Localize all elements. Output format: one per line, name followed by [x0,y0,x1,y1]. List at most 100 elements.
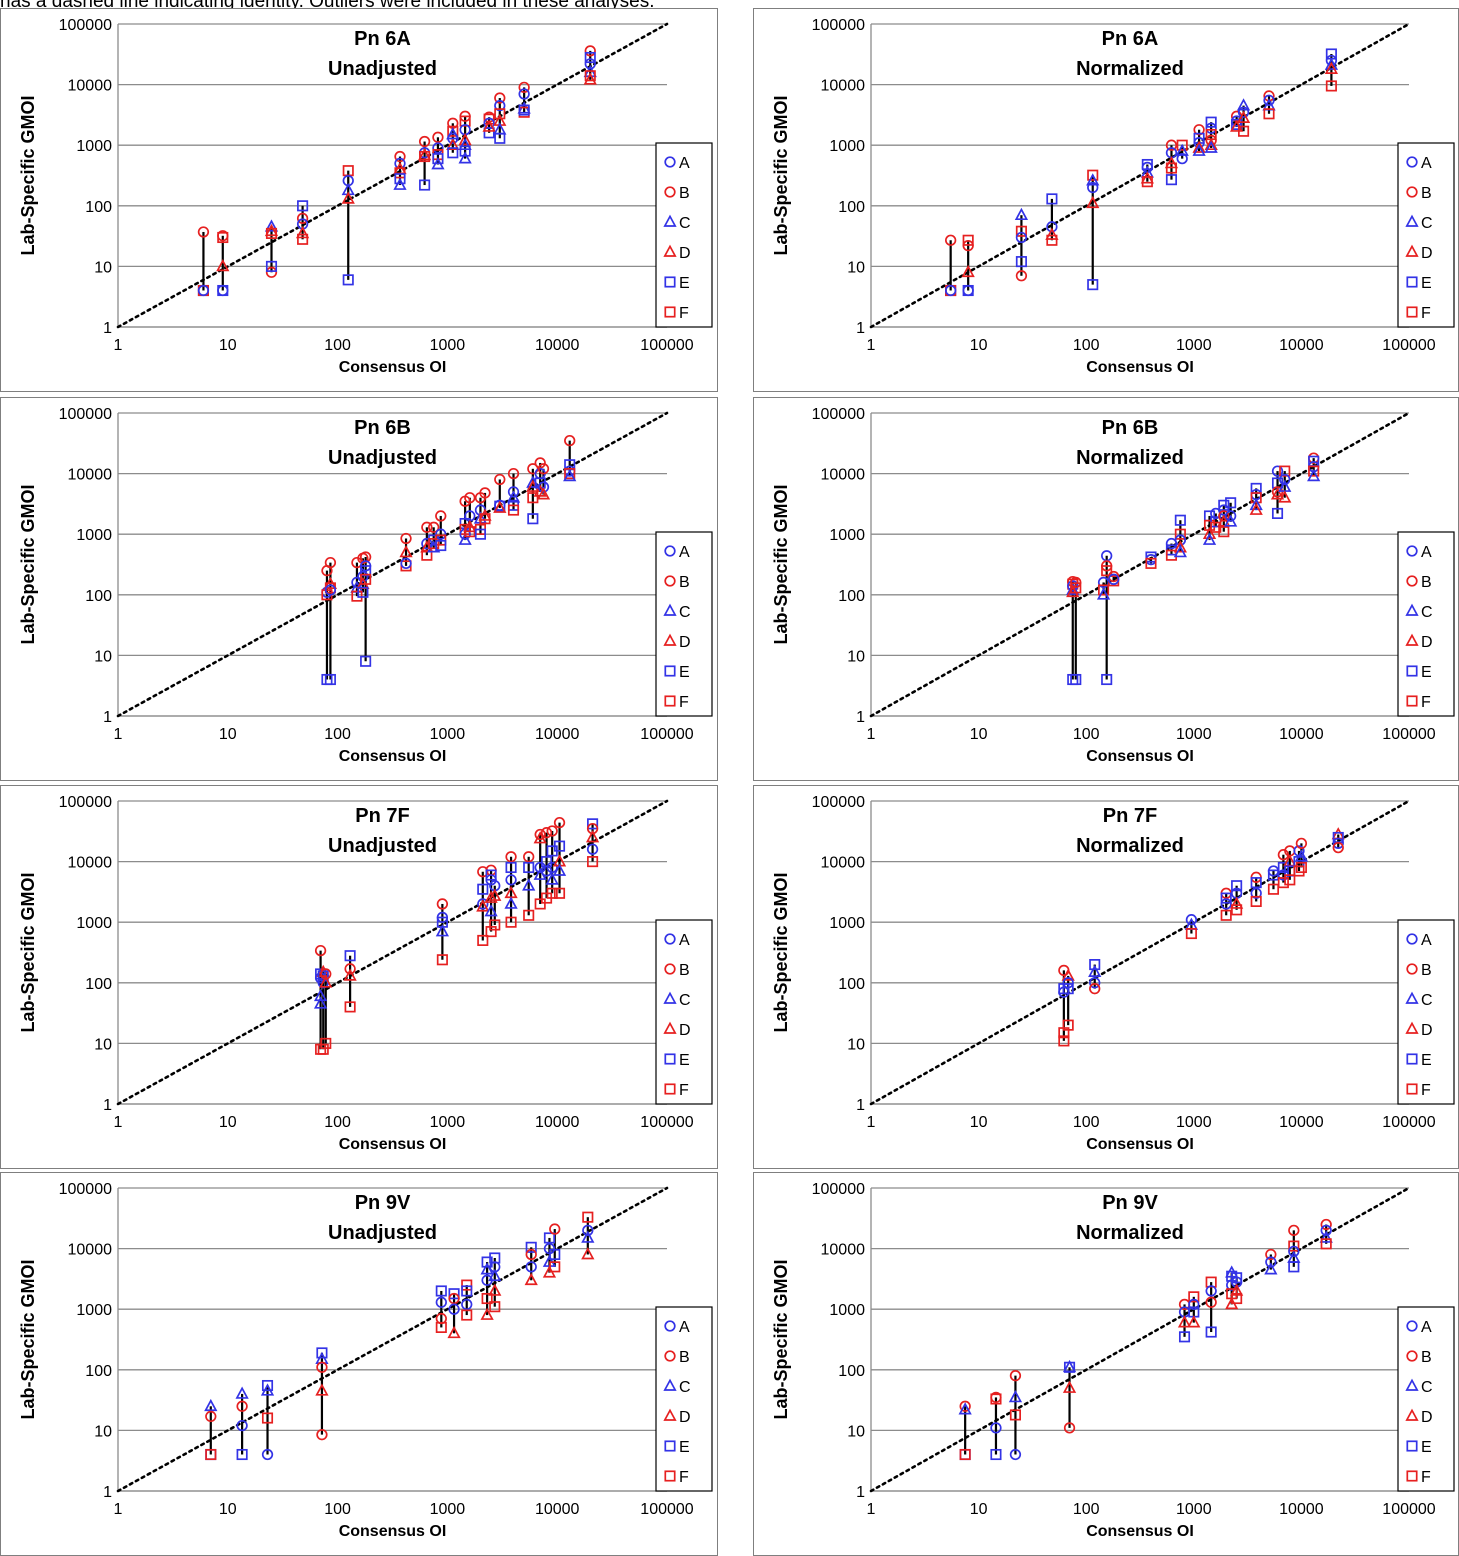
data-point-b [1205,134,1217,147]
identity-line [869,22,1411,329]
data-point-f [494,108,506,120]
data-point-b [553,816,566,829]
data-point-e [342,274,354,286]
data-point-a [1046,221,1058,233]
chart-title: Pn 9V [1102,1192,1158,1214]
data-point-f [549,1261,561,1273]
data-point-a [432,142,444,154]
data-point-b [435,510,447,522]
legend-label-f: F [679,1469,689,1486]
x-tick-label: 10 [219,726,237,743]
legend-label-c: C [679,215,691,232]
data-point-c [260,1383,275,1396]
legend-label-b: B [679,185,690,202]
chart-panel-pn7f-unadjusted: 1 1 10 10 100 100 1000 1000 10000 10000 100000 1000… [0,785,718,1169]
data-point-d [295,226,310,239]
data-point-d [488,888,502,901]
legend-marker-f [664,695,676,707]
legend-marker-f [664,1083,676,1095]
data-point-d [476,899,490,912]
data-point-d [1140,171,1154,184]
data-point-e [1250,877,1262,889]
data-point-e [265,260,278,272]
data-point-f [1320,1238,1332,1250]
data-point-f [1250,492,1262,504]
data-point-a [1067,580,1079,592]
data-point-b [1063,1422,1076,1434]
y-axis-label: Lab-Specific GMOI [18,95,38,255]
data-point-b [518,81,530,94]
data-point-f [584,70,596,82]
legend-label-d: D [1421,1022,1433,1039]
data-point-a [546,861,558,874]
legend-label-a: A [679,1319,690,1336]
data-point-d [478,508,492,521]
data-point-e [485,869,497,881]
legend-marker-c [1405,991,1419,1004]
data-point-e [525,1241,537,1253]
data-point-a [1174,534,1187,546]
x-tick-label: 1 [867,726,876,743]
y-tick-label: 10000 [68,855,113,872]
data-point-c [204,1398,218,1412]
chart-subtitle: Unadjusted [328,58,437,80]
data-point-e [1271,507,1284,519]
y-tick-label: 100000 [812,406,865,423]
data-point-b [344,963,356,975]
data-point-f [553,887,566,899]
legend-box [1397,919,1455,1105]
x-tick-label: 100000 [1382,337,1435,354]
data-point-f [1009,1409,1021,1421]
y-axis-label: Lab-Specific GMOI [18,484,38,644]
data-point-b [505,851,517,863]
data-point-d [399,545,413,558]
data-point-f [1046,234,1058,246]
data-point-a [505,874,517,886]
y-tick-label: 10 [847,259,865,276]
data-point-a [962,284,974,297]
legend-marker-e [664,1440,676,1452]
legend-marker-d [1405,1021,1419,1034]
data-point-e [1205,1326,1217,1338]
legend-marker-a [1406,156,1418,168]
x-tick-label: 100 [324,726,351,743]
legend-label-e: E [1421,275,1432,292]
data-point-b [314,944,327,957]
x-tick-label: 10 [970,1501,988,1518]
data-point-b [525,1248,537,1261]
data-point-f [461,1279,473,1291]
data-point-a [586,843,599,855]
data-point-b [197,226,210,238]
y-tick-label: 1 [856,1484,865,1501]
data-point-a [534,861,546,874]
data-point-f [1293,865,1305,877]
data-point-f [1141,176,1153,188]
data-point-b [236,1400,248,1412]
legend-label-e: E [679,275,690,292]
data-point-c [522,878,536,891]
data-point-a [435,528,447,540]
data-point-b [1009,1370,1022,1382]
x-tick-label: 100 [1073,1501,1100,1518]
data-point-a [1237,106,1250,118]
data-point-a [540,865,553,877]
data-point-b [316,1361,328,1373]
data-point-f [1231,904,1243,916]
data-point-a [945,284,957,297]
data-point-d [488,1283,502,1296]
chart-title: Pn 9V [355,1192,411,1214]
data-point-d [1061,968,1075,981]
legend-label-b: B [679,574,690,591]
data-point-e [1062,983,1074,995]
data-point-e [505,861,517,874]
data-point-b [1295,837,1308,850]
data-point-e [435,1285,447,1297]
data-point-f [447,125,459,137]
data-point-b [1265,1248,1277,1261]
data-point-b [523,851,535,863]
data-point-e [1070,673,1082,686]
chart-subtitle: Normalized [1076,447,1184,469]
legend-label-a: A [679,544,690,561]
